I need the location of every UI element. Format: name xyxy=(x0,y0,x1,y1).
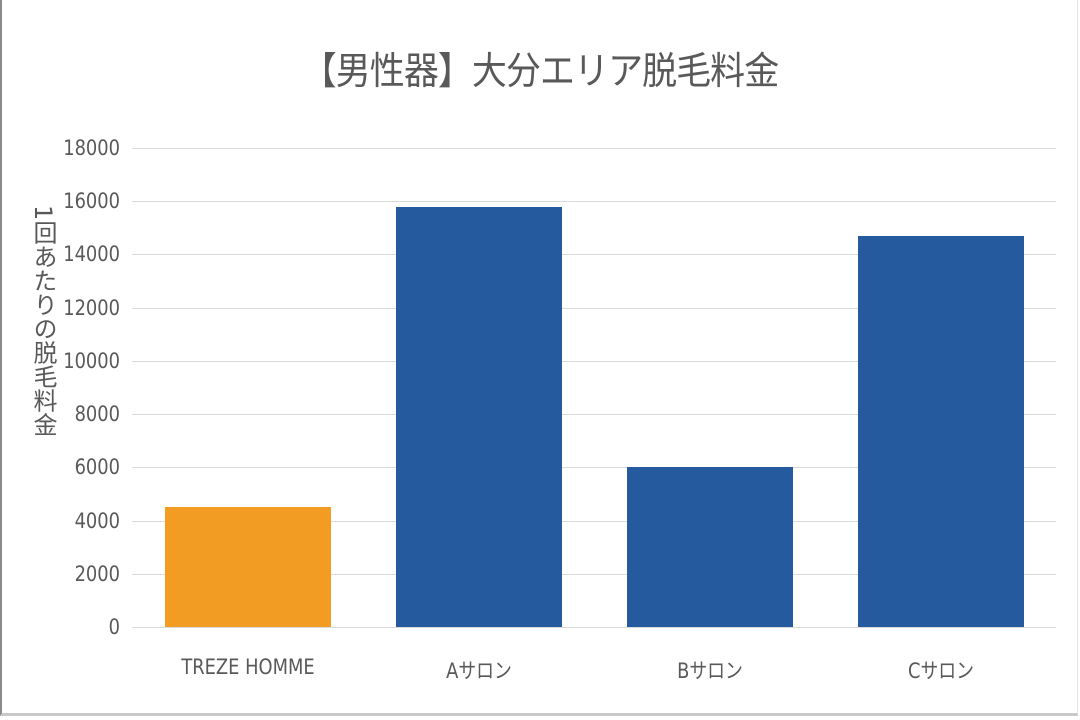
gridline xyxy=(132,307,1056,309)
gridline xyxy=(132,201,1056,203)
gridline xyxy=(132,627,1056,628)
x-tick-label: Cサロン xyxy=(907,659,974,683)
y-tick-label: 6000 xyxy=(74,455,120,480)
bar-2 xyxy=(626,467,793,627)
x-tick-label: Aサロン xyxy=(445,659,512,683)
gridline xyxy=(132,148,1056,149)
y-tick-label: 18000 xyxy=(63,136,120,160)
gridline xyxy=(132,254,1056,256)
y-tick-label: 12000 xyxy=(63,295,120,320)
x-tick-label: Bサロン xyxy=(676,659,743,683)
gridline xyxy=(132,573,1056,575)
y-tick-label: 14000 xyxy=(63,242,120,267)
x-tick-label: TREZE HOMME xyxy=(180,655,315,679)
y-tick-label: 2000 xyxy=(74,561,120,586)
y-axis-label: 1回あたりの脱毛料金 xyxy=(29,205,57,437)
y-tick-label: 10000 xyxy=(63,348,120,373)
bar-1 xyxy=(395,206,562,627)
gridline xyxy=(132,414,1056,416)
y-tick-label: 0 xyxy=(108,615,120,639)
bar-0 xyxy=(164,507,331,627)
gridline xyxy=(132,360,1056,362)
y-tick-label: 8000 xyxy=(74,402,120,427)
chart-title: 【男性器】大分エリア脱毛料金 xyxy=(301,49,779,93)
gridline xyxy=(132,467,1056,469)
gridline xyxy=(132,520,1056,522)
y-tick-label: 16000 xyxy=(63,189,120,214)
y-tick-label: 4000 xyxy=(74,508,120,533)
bar-3 xyxy=(857,235,1024,627)
plot-area xyxy=(132,148,1056,628)
